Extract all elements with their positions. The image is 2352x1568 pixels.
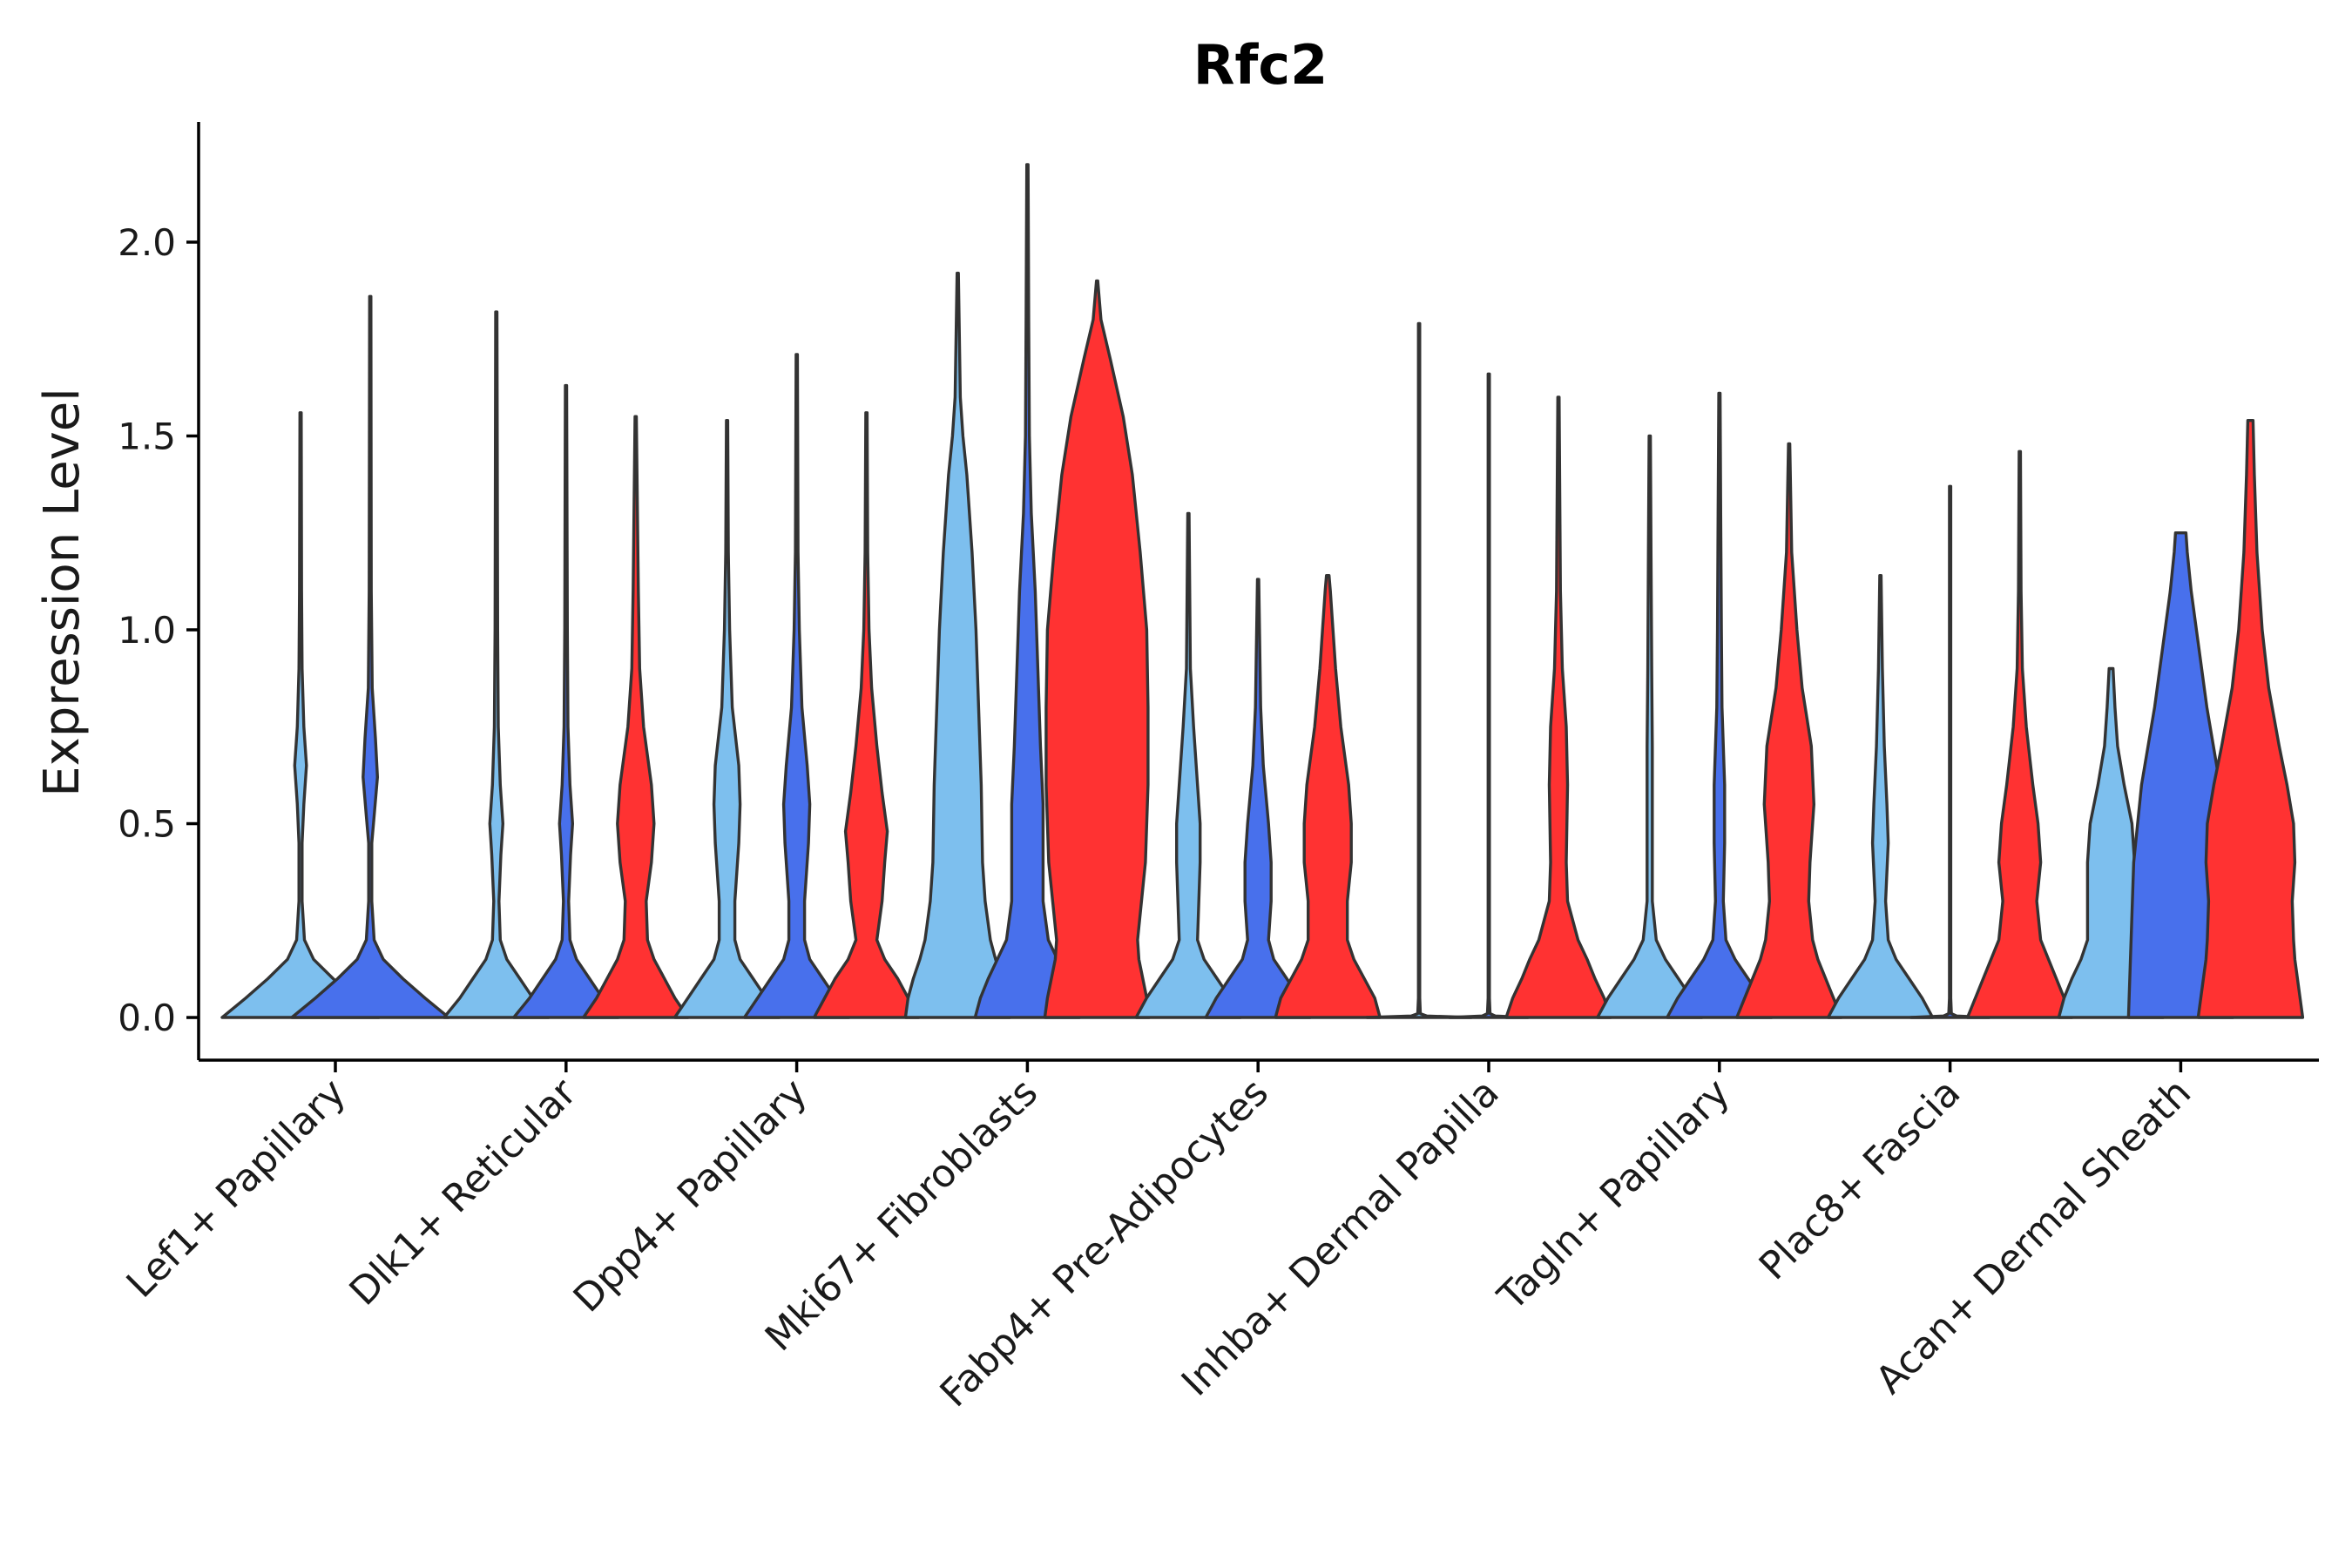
violin-2-1: [443, 310, 551, 1019]
violin-4-1: [903, 271, 1012, 1019]
violin-4-3: [1043, 279, 1152, 1019]
violin-8-1: [1826, 574, 1935, 1019]
y-tick-label: 1.5: [118, 415, 176, 457]
violin-4-2: [973, 163, 1082, 1019]
y-tick-label: 2.0: [118, 221, 176, 264]
violin-7-3: [1735, 442, 1843, 1019]
violin-5-1: [1134, 511, 1242, 1019]
x-tick-label: Lef1+ Papillary: [118, 1071, 355, 1307]
violin-1-2: [290, 294, 450, 1019]
violin-3-3: [812, 411, 921, 1019]
y-tick-label: 0.0: [118, 997, 176, 1039]
violin-group: [220, 163, 2305, 1019]
x-tick-label: Tagln+ Papillary: [1489, 1071, 1738, 1320]
y-tick-label: 0.5: [118, 803, 176, 846]
y-axis: 0.0 0.5 1.0 1.5 2.0: [118, 122, 200, 1060]
x-tick-label: Plac8+ Fascia: [1751, 1071, 1970, 1289]
chart-title: Rfc2: [1193, 33, 1328, 97]
x-tick-label: Dpp4+ Papillary: [565, 1071, 816, 1321]
violin-8-2: [1909, 484, 1991, 1019]
violin-7-1: [1596, 434, 1704, 1019]
violin-7-2: [1666, 391, 1774, 1019]
y-tick-label: 1.0: [118, 609, 176, 652]
violin-6-3: [1504, 395, 1612, 1019]
violin-6-1: [1365, 321, 1473, 1019]
violin-3-2: [742, 353, 851, 1019]
violin-6-2: [1448, 372, 1530, 1019]
violin-2-3: [582, 415, 690, 1019]
violin-5-3: [1274, 574, 1382, 1019]
violin-5-2: [1204, 578, 1312, 1019]
violin-2-2: [512, 383, 620, 1019]
violin-1-1: [220, 411, 381, 1019]
violin-8-3: [1965, 449, 2074, 1019]
y-axis-label: Expression Level: [34, 388, 91, 797]
violin-3-1: [672, 419, 781, 1019]
x-tick-label: Dlk1+ Reticular: [341, 1070, 586, 1315]
violin-9-3: [2196, 419, 2305, 1019]
